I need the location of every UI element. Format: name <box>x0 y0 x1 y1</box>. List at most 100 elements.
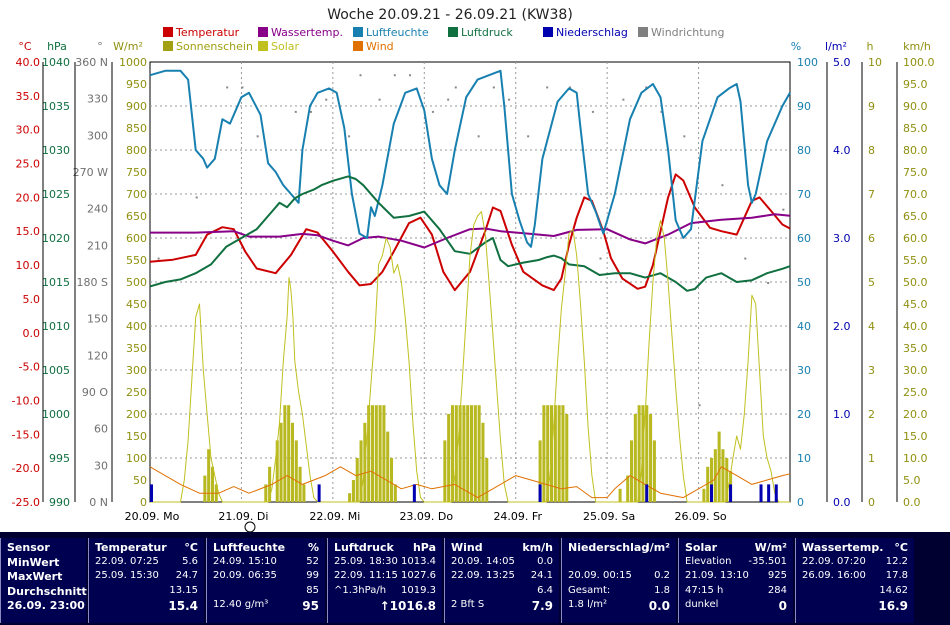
sunshine-bar <box>287 405 291 502</box>
sunshine-bar <box>355 458 359 502</box>
stats-value: 5.6 <box>182 555 198 567</box>
axis-tick-wind_speed: 55.0 <box>903 254 928 267</box>
series-line-temperatur <box>149 173 791 292</box>
stats-label: 26.09. 23:00 <box>7 599 85 612</box>
stats-row: 24.09. 15:10 52 <box>207 556 325 570</box>
x-tick-label: 22.09. Mi <box>309 510 360 523</box>
axis-tick-wind_dir: 60 <box>94 423 108 436</box>
wind-direction-point <box>599 257 602 260</box>
wind-direction-point <box>569 86 572 89</box>
rain-bar <box>150 484 153 502</box>
wind-direction-point <box>492 86 495 89</box>
stats-value: l/m² <box>645 541 670 554</box>
sunshine-bar <box>279 422 283 502</box>
axis-tick-sun_hours: 5 <box>868 276 875 289</box>
sunshine-bar <box>290 422 294 502</box>
rain-bar <box>538 484 542 502</box>
stats-value: 16.9 <box>878 599 908 613</box>
stats-row: Luftfeuchte% <box>207 541 325 555</box>
axis-tick-temp: -25.0 <box>12 496 40 509</box>
axis-tick-wind_dir: 300 <box>87 129 108 142</box>
stats-label: 24.09. 15:10 <box>213 555 277 567</box>
axis-tick-rain: 4.0 <box>833 144 851 157</box>
stats-label: ^1.3hPa/h <box>334 584 387 596</box>
x-tick-label: 25.09. Sa <box>583 510 635 523</box>
series-line-luftfeuchte <box>149 69 791 248</box>
sunshine-bar <box>264 484 268 502</box>
sunshine-bar <box>458 405 462 502</box>
stats-row: 14.62 <box>796 585 914 599</box>
axis-unit-temp: °C <box>18 40 32 53</box>
stats-value: ↑1016.8 <box>379 599 436 613</box>
stats-row: 20.09. 14:05 0.0 <box>445 556 559 570</box>
x-tick-label: 21.09. Di <box>218 510 268 523</box>
sunshine-bar <box>706 466 710 502</box>
stats-value: W/m² <box>754 541 787 554</box>
axis-tick-solar: 250 <box>126 386 147 399</box>
legend-label: Windrichtung <box>651 26 724 39</box>
stats-value: 17.8 <box>885 570 908 581</box>
legend-swatch <box>163 41 173 51</box>
legend-swatch <box>638 27 648 37</box>
axis-tick-solar: 50 <box>133 474 147 487</box>
stats-value: 1013.4 <box>401 555 436 567</box>
wind-direction-point <box>393 74 396 77</box>
sunshine-bar <box>348 493 352 502</box>
sunshine-bar <box>382 405 386 502</box>
stats-row: 47:15 h 284 <box>679 585 793 599</box>
axis-tick-solar: 600 <box>126 232 147 245</box>
stats-value: % <box>307 541 319 554</box>
stats-row: 15.4 <box>89 599 204 613</box>
axis-tick-rain: 2.0 <box>833 320 851 333</box>
wind-direction-point <box>683 135 686 138</box>
stats-row: MaxWert <box>1 570 86 584</box>
stats-label: Elevation <box>685 555 732 567</box>
stats-value: 0 <box>778 599 787 613</box>
stats-row: 25.09. 18:30 1013.4 <box>328 556 442 570</box>
sunshine-bar <box>473 405 477 502</box>
legend-label: Wind <box>366 40 394 53</box>
axis-tick-temp: 40.0 <box>16 56 41 69</box>
stats-value: hPa <box>412 541 436 554</box>
sunshine-bar <box>637 405 641 502</box>
stats-label: 22.09. 07:25 <box>95 555 159 567</box>
wind-direction-point <box>508 98 511 101</box>
stats-value: 0.2 <box>654 570 670 581</box>
sunshine-bar <box>275 440 279 502</box>
axis-tick-solar: 400 <box>126 320 147 333</box>
stats-label: 47:15 h <box>685 584 724 596</box>
axis-tick-temp: 0.0 <box>23 327 41 340</box>
axis-tick-solar: 300 <box>126 364 147 377</box>
axis-tick-sun_hours: 3 <box>868 364 875 377</box>
axis-tick-solar: 950 <box>126 78 147 91</box>
axis-tick-temp: 5.0 <box>23 293 41 306</box>
sunshine-bar <box>546 405 550 502</box>
legend-label: Luftdruck <box>461 26 513 39</box>
plot-area <box>149 61 791 503</box>
axis-tick-wind_speed: 85.0 <box>903 122 928 135</box>
sunshine-bar <box>207 449 211 502</box>
wind-direction-point <box>527 135 530 138</box>
stats-row: dunkel 0 <box>679 599 793 613</box>
rain-bar <box>774 484 778 502</box>
sunshine-bar <box>557 405 561 502</box>
sunshine-bar <box>538 440 542 502</box>
sunshine-bar <box>374 405 378 502</box>
axis-tick-wind_dir: 90 O <box>82 386 108 399</box>
axis-tick-wind_speed: 15.0 <box>903 430 928 443</box>
sunshine-bar <box>652 440 656 502</box>
rain-bar <box>412 484 416 502</box>
legend-swatch <box>163 27 173 37</box>
axis-tick-temp: 15.0 <box>16 225 41 238</box>
axis-tick-pressure: 1010 <box>42 320 70 333</box>
stats-row: Durchschnitt <box>1 585 87 599</box>
axis-unit-wind_speed: km/h <box>903 40 931 53</box>
stats-label: Niederschlag <box>568 541 650 554</box>
x-tick-label: 26.09. So <box>674 510 726 523</box>
axis-tick-solar: 750 <box>126 166 147 179</box>
stats-value: 15.4 <box>168 599 198 613</box>
axis-unit-wind_dir: ° <box>97 40 103 53</box>
rain-bar <box>710 484 713 502</box>
axis-tick-wind_speed: 50.0 <box>903 276 928 289</box>
axis-tick-humidity: 40 <box>797 320 811 333</box>
